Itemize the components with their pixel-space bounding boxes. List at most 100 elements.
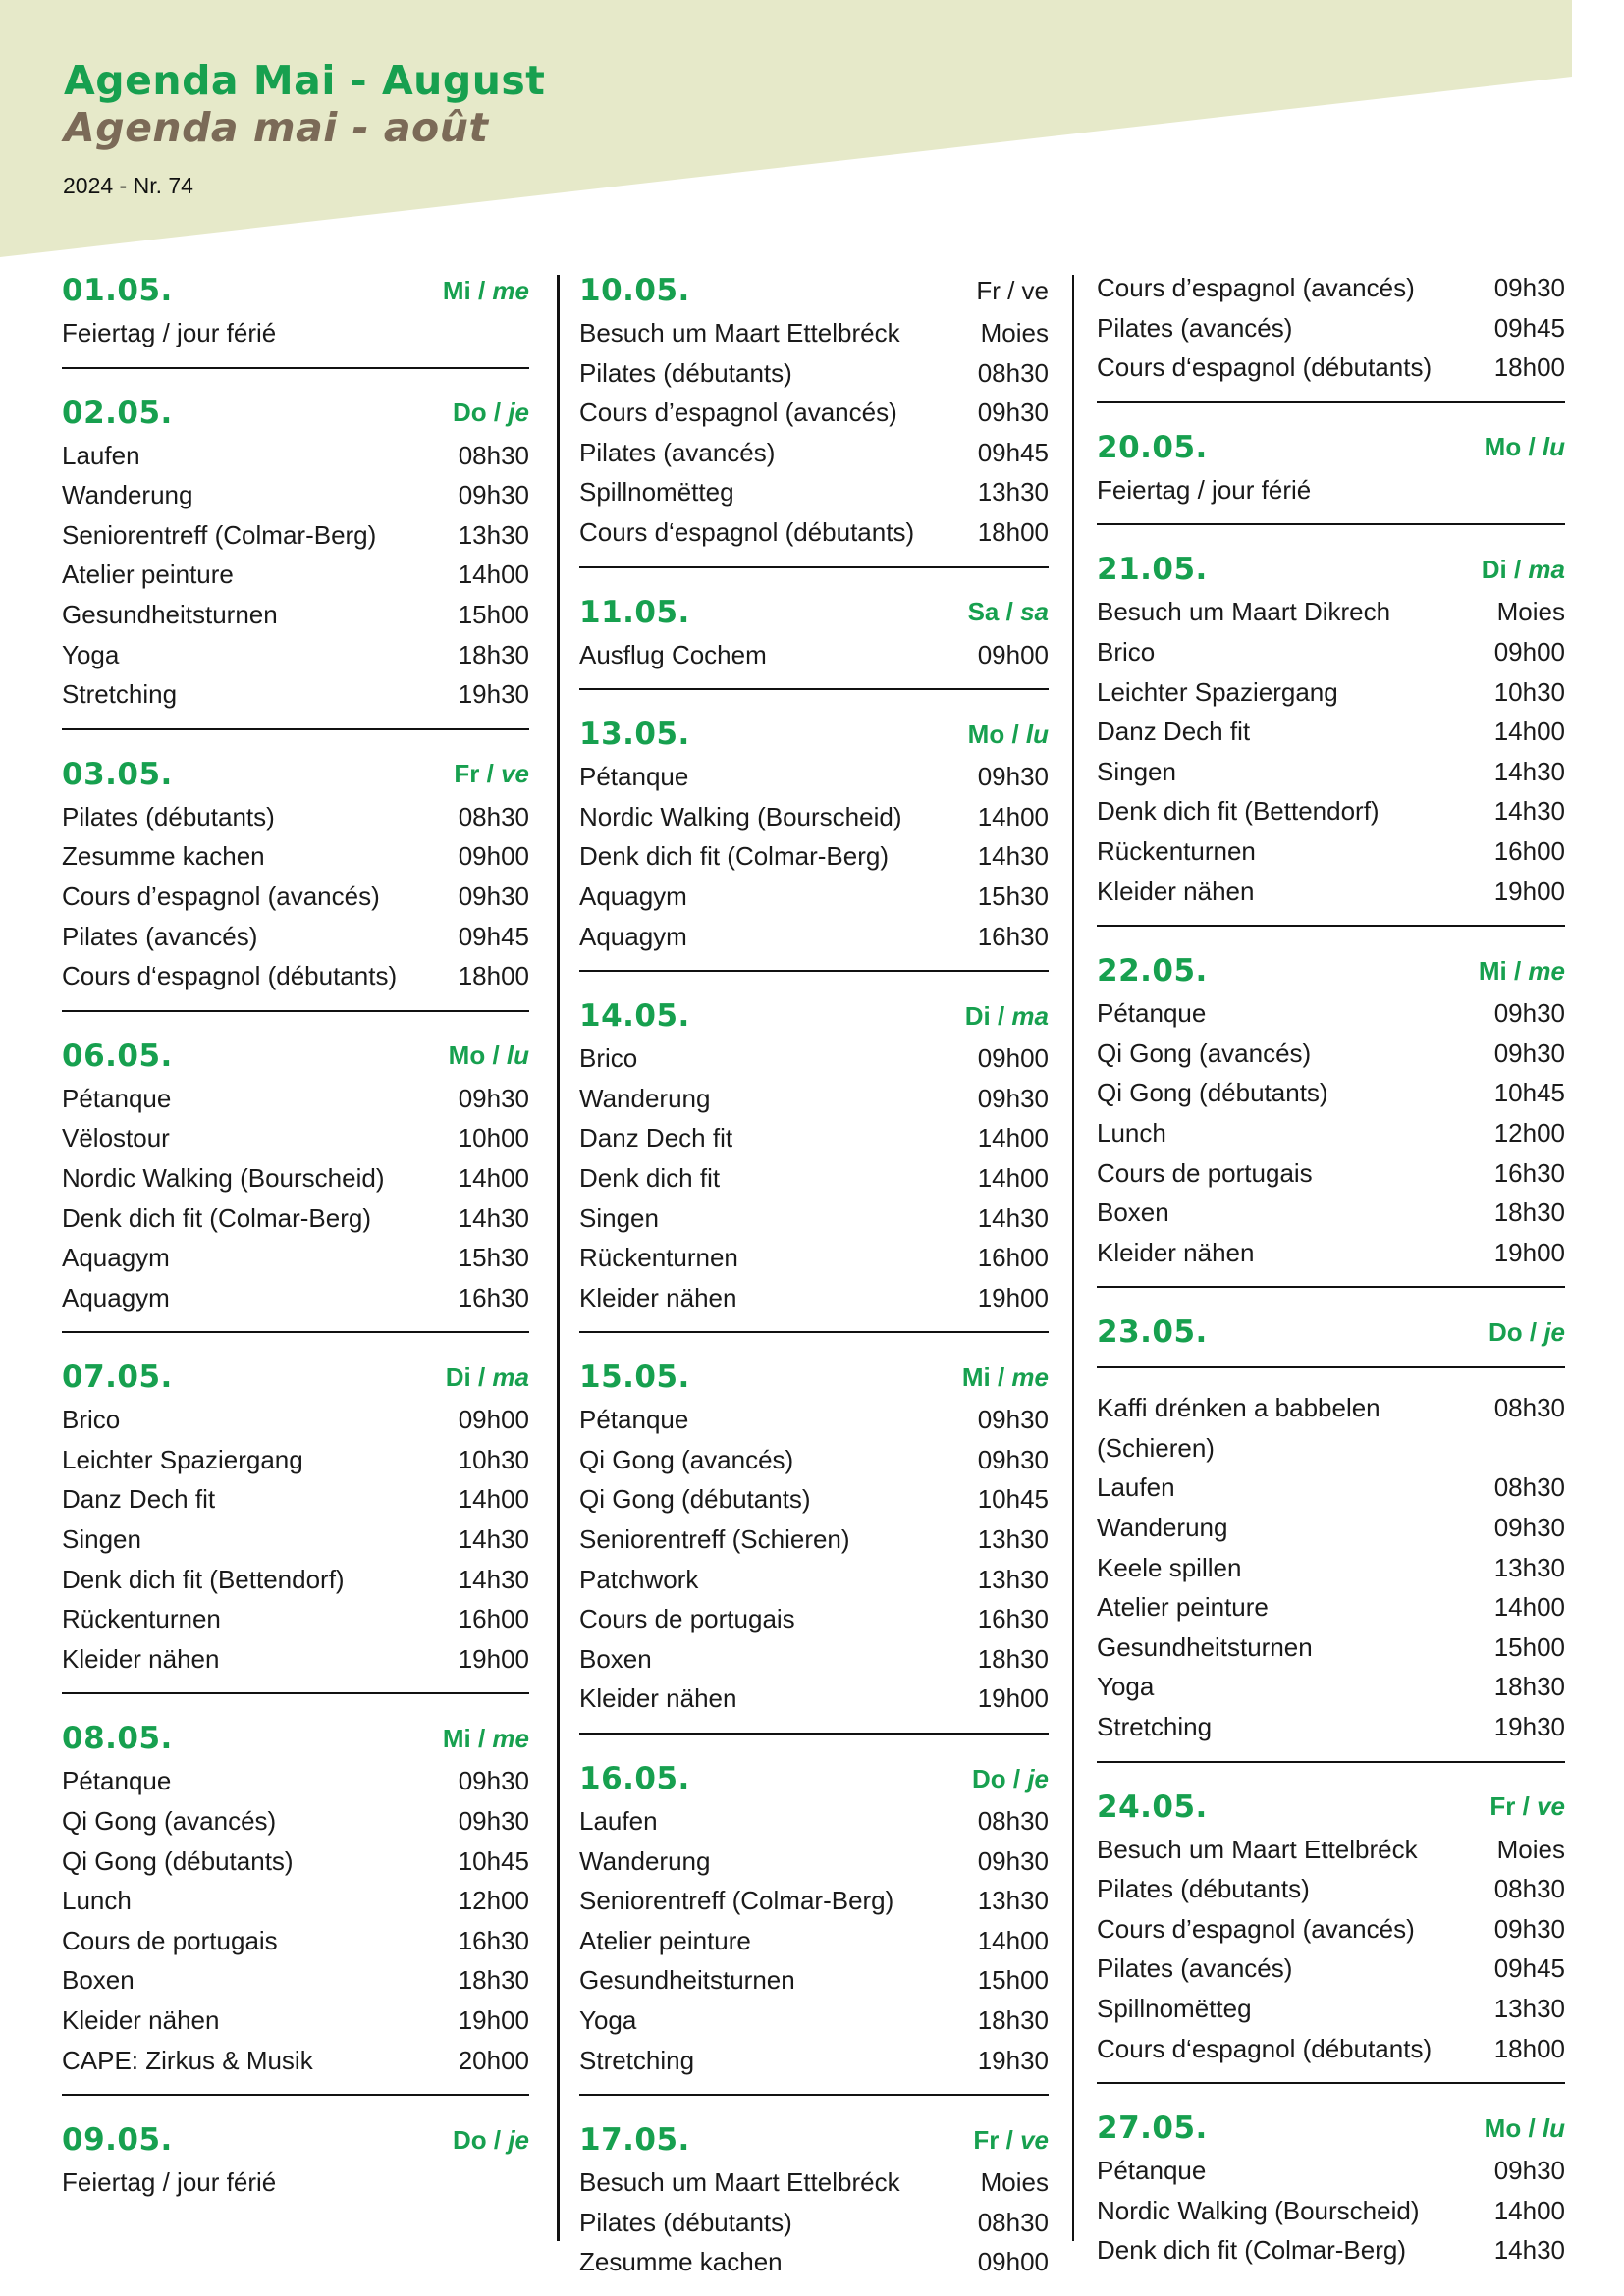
weekday-de: Di (964, 1000, 991, 1031)
day-heading: 11.05. Sa / sa (579, 590, 1049, 635)
weekday-fr: me (492, 275, 529, 305)
event-name: Seniorentreff (Colmar-Berg) (579, 1886, 894, 1916)
event-name: Qi Gong (débutants) (579, 1484, 811, 1515)
divider (579, 565, 1049, 568)
event-row: Yoga 18h30 (1097, 1667, 1565, 1707)
day-block: 23.05. Do / je Kaffi drénken a babbelen (S… (1097, 1309, 1565, 1760)
day-block: 08.05. Mi / me Pétanque 09h30 Qi Gong (avanc… (62, 1716, 529, 2094)
divider (579, 970, 1049, 973)
event-time: 18h00 (1493, 352, 1565, 383)
weekday-fr: lu (1025, 719, 1049, 749)
weekday-separator: / (990, 1000, 1012, 1031)
weekday-fr: lu (1542, 2112, 1565, 2143)
event-name: Laufen (579, 1806, 658, 1837)
weekday-separator: / (1000, 275, 1022, 305)
date-label: 24.05. (1097, 1789, 1208, 1825)
event-time: Moies (1496, 597, 1565, 627)
event-row: Rückenturnen 16h00 (579, 1238, 1049, 1278)
event-row: Wanderung 09h30 (1097, 1508, 1565, 1548)
event-time: 18h00 (1493, 2033, 1565, 2063)
event-row: Kaffi drénken a babbelen (Schieren) 08h30 (1097, 1388, 1565, 1468)
event-name: Seniorentreff (Colmar-Berg) (62, 519, 377, 550)
event-name: Qi Gong (avancés) (1097, 1038, 1312, 1068)
weekday-fr: me (492, 1723, 529, 1753)
event-name: Cours de portugais (579, 1604, 795, 1634)
weekday-fr: ma (1528, 554, 1565, 584)
divider (1097, 1760, 1565, 1763)
event-time: 09h30 (1493, 998, 1565, 1029)
event-name: Pilates (avancés) (1097, 312, 1293, 343)
event-row: Keele spillen 13h30 (1097, 1548, 1565, 1588)
divider (579, 688, 1049, 691)
event-time: 16h30 (458, 1282, 529, 1312)
event-row: Besuch um Maart Ettelbréck Moies (579, 313, 1049, 353)
event-time: 14h00 (977, 801, 1049, 831)
weekday-de: Mo (967, 719, 1005, 749)
event-row: Qi Gong (débutants) 10h45 (62, 1842, 529, 1882)
event-row: Qi Gong (avancés) 09h30 (62, 1801, 529, 1842)
event-name: Singen (1097, 756, 1176, 786)
event-name: Cours d’espagnol (avancés) (1097, 273, 1415, 302)
event-row: Gesundheitsturnen 15h00 (579, 1960, 1049, 2001)
event-name: Kleider nähen (1097, 876, 1255, 906)
event-name: Yoga (1097, 1672, 1155, 1702)
event-time: 10h45 (1493, 1078, 1565, 1108)
event-name: Cours d‘espagnol (débutants) (579, 516, 915, 547)
weekday-de: Do (971, 1763, 1006, 1793)
event-time: 13h30 (977, 1524, 1049, 1555)
weekday-separator: / (485, 1041, 507, 1071)
weekday-label: Mo / lu (1485, 2113, 1565, 2144)
issue-number: 2024 - Nr. 74 (63, 173, 193, 198)
event-row: Brico 09h00 (1097, 632, 1565, 672)
weekday-fr: me (1528, 955, 1565, 986)
event-name: Aquagym (579, 881, 687, 911)
day-block: 02.05. Do / je Laufen 08h30 Wanderung 09h30 Se… (62, 391, 529, 728)
event-name: Cours d’espagnol (avancés) (1097, 1913, 1415, 1944)
event-name: Danz Dech fit (1097, 717, 1251, 747)
column-divider (557, 275, 560, 2241)
event-row: Feiertag / jour férié (62, 2163, 529, 2203)
event-name: Kleider nähen (62, 1643, 220, 1674)
weekday-fr: ve (1537, 1791, 1565, 1822)
event-row: Cours de portugais 16h30 (62, 1921, 529, 1961)
day-heading: 17.05. Fr / ve (579, 2117, 1049, 2163)
event-time: 10h00 (458, 1123, 529, 1153)
weekday-de: Fr (454, 759, 480, 789)
event-row: Lunch 12h00 (1097, 1113, 1565, 1153)
event-row: Kleider nähen 19h00 (579, 1679, 1049, 1719)
event-time: 09h30 (977, 1405, 1049, 1435)
event-time: 09h45 (1493, 312, 1565, 343)
date-label: 02.05. (62, 395, 173, 431)
event-name: Stretching (62, 679, 178, 710)
event-name: Boxen (579, 1643, 652, 1674)
agenda-column-2: 10.05. Fr / ve Besuch um Maart Ettelbréck M… (579, 268, 1049, 2296)
day-block: 17.05. Fr / ve Besuch um Maart Ettelbréck M… (579, 2117, 1049, 2296)
event-name: Brico (62, 1405, 121, 1435)
event-row: Seniorentreff (Schieren) 13h30 (579, 1520, 1049, 1560)
day-heading: 03.05. Fr / ve (62, 752, 529, 797)
divider (62, 1331, 529, 1334)
event-name: Laufen (1097, 1472, 1175, 1503)
weekday-label: Mi / me (1479, 956, 1565, 987)
event-row: Qi Gong (débutants) 10h45 (579, 1479, 1049, 1520)
event-time: 19h30 (977, 2045, 1049, 2075)
event-name: Cours d‘espagnol (débutants) (1097, 2033, 1433, 2063)
event-name: Besuch um Maart Ettelbréck (579, 2167, 900, 2198)
weekday-separator: / (1521, 2112, 1543, 2143)
event-name: Seniorentreff (Schieren) (579, 1524, 850, 1555)
event-row: Pilates (avancés) 09h45 (62, 917, 529, 957)
event-row: Denk dich fit (Bettendorf) 14h30 (1097, 791, 1565, 831)
event-time: 10h45 (458, 1845, 529, 1876)
event-row: Lunch 12h00 (62, 1881, 529, 1921)
event-name: Rückenturnen (62, 1604, 221, 1634)
weekday-label: Mi / me (443, 1724, 529, 1754)
event-time: 08h30 (977, 357, 1049, 388)
event-row: Stretching 19h30 (579, 2041, 1049, 2081)
event-row: Pétanque 09h30 (579, 757, 1049, 797)
day-heading: 21.05. Di / ma (1097, 547, 1565, 592)
weekday-fr: ve (501, 759, 529, 789)
event-name: Qi Gong (débutants) (1097, 1078, 1328, 1108)
event-name: Spillnomëtteg (579, 477, 734, 507)
event-time: 08h30 (1493, 1874, 1565, 1904)
event-name: Laufen (62, 440, 140, 470)
